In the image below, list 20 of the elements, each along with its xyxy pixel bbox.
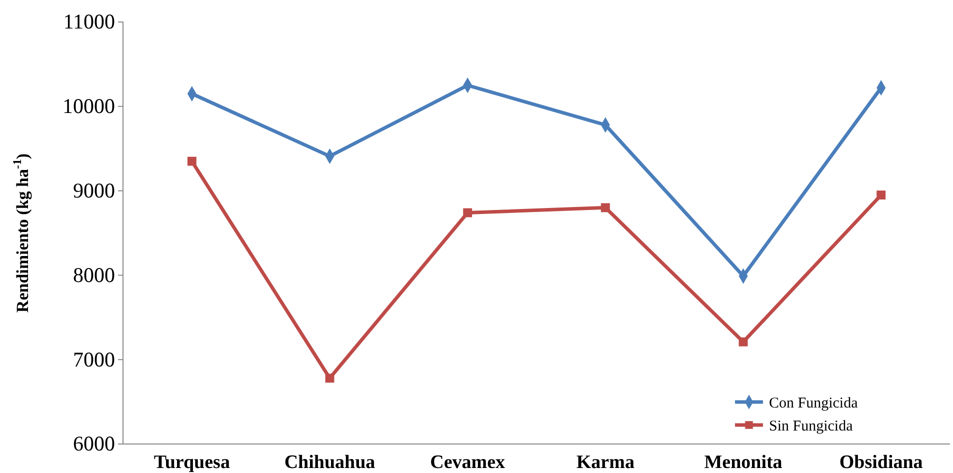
x-tick-label: Cevamex — [430, 452, 506, 473]
y-tick-label: 11000 — [63, 10, 115, 34]
point — [876, 190, 886, 200]
x-tick-label: Karma — [576, 452, 635, 473]
legend-label: Sin Fungicida — [769, 418, 854, 434]
point — [463, 208, 472, 218]
y-tick-label: 10000 — [62, 94, 115, 118]
y-tick-label: 9000 — [73, 178, 115, 203]
y-tick-label: 8000 — [73, 262, 115, 287]
legend-label: Con Fungicida — [769, 395, 858, 412]
point — [600, 203, 610, 212]
y-tick-label: 7000 — [73, 347, 115, 372]
x-tick-label: Turquesa — [154, 452, 230, 473]
y-tick-label: 6000 — [73, 432, 115, 456]
point — [325, 374, 334, 383]
x-tick-label: Obsidiana — [839, 452, 924, 473]
x-tick-label: Chihuahua — [284, 452, 376, 473]
point — [738, 337, 748, 346]
x-tick-label: Menonita — [704, 452, 783, 473]
point — [187, 156, 196, 166]
